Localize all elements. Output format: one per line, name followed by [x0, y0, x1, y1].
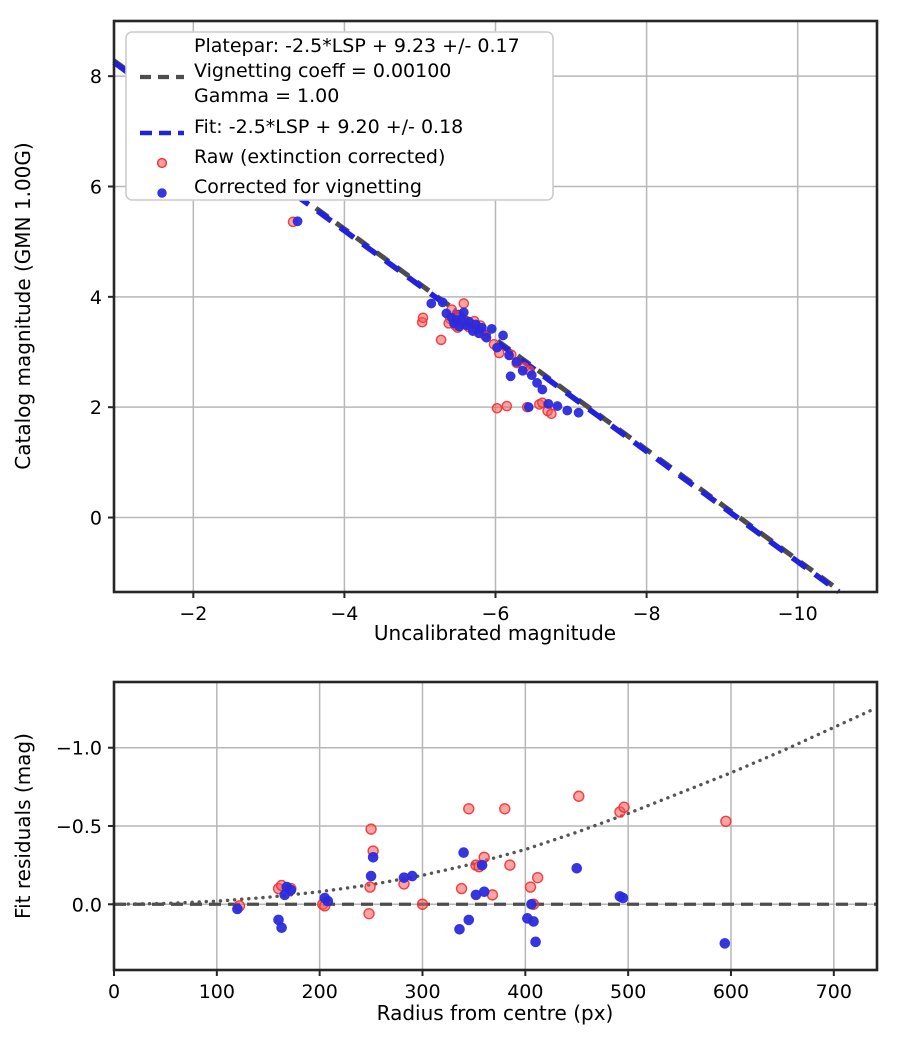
raw-data-point	[500, 804, 510, 814]
legend-label: Vignetting coeff = 0.00100	[194, 60, 451, 82]
raw-data-point	[457, 884, 467, 894]
corrected-data-point	[553, 401, 562, 410]
legend-handle-blue-dot-marker[interactable]	[158, 189, 167, 198]
legend-label: Corrected for vignetting	[194, 176, 422, 198]
raw-data-point	[437, 335, 446, 344]
tick-label-x: 600	[713, 981, 749, 1003]
corrected-data-point	[455, 924, 465, 934]
corrected-data-point	[464, 915, 474, 925]
corrected-data-point	[563, 406, 572, 415]
legend[interactable]: Platepar: -2.5*LSP + 9.23 +/- 0.17 Vignet…	[126, 32, 553, 200]
bottom-panel-fit-residuals: 0 100 200 300 400 500 600 700 0.0 −0.5 −1.0 Radius…	[11, 682, 877, 1025]
tick-label-x: 200	[302, 981, 338, 1003]
corrected-data-point	[477, 323, 486, 332]
tick-label-x: −2	[179, 603, 207, 625]
corrected-data-point	[427, 299, 436, 308]
legend-label: Raw (extinction corrected)	[194, 146, 445, 168]
corrected-data-point	[368, 852, 378, 862]
tick-label-y: 4	[90, 287, 102, 309]
tick-label-y: 2	[90, 397, 102, 419]
corrected-data-point	[531, 937, 541, 947]
tick-label-y: 0.0	[72, 894, 102, 916]
corrected-data-point	[323, 896, 333, 906]
raw-data-point	[619, 802, 629, 812]
raw-data-point	[365, 882, 375, 892]
corrected-data-point	[366, 871, 376, 881]
corrected-data-point	[527, 371, 536, 380]
raw-data-point	[492, 404, 501, 413]
corrected-data-point	[538, 385, 547, 394]
corrected-data-point	[487, 324, 496, 333]
photometry-calibration-figure: −2−4−6−8−1002468 Uncalibrated magnitude …	[0, 0, 900, 1050]
corrected-data-point	[518, 366, 527, 375]
top-panel-y-axis-title: Catalog magnitude (GMN 1.00G)	[11, 142, 35, 469]
raw-data-point	[533, 873, 543, 883]
raw-data-point	[459, 299, 468, 308]
tick-label-x: −8	[633, 603, 661, 625]
raw-data-point	[525, 882, 535, 892]
raw-data-point	[547, 409, 556, 418]
tick-label-x: 400	[507, 981, 543, 1003]
corrected-data-point	[529, 916, 539, 926]
corrected-data-point	[293, 217, 302, 226]
corrected-data-point	[477, 860, 487, 870]
corrected-data-point	[479, 887, 489, 897]
corrected-data-point	[544, 399, 553, 408]
legend-label: Fit: -2.5*LSP + 9.20 +/- 0.18	[194, 116, 463, 138]
corrected-data-point	[505, 351, 514, 360]
legend-label: Platepar: -2.5*LSP + 9.23 +/- 0.17	[194, 35, 520, 57]
legend-label: Gamma = 1.00	[194, 85, 339, 107]
corrected-data-point	[407, 871, 417, 881]
corrected-data-point	[277, 923, 287, 933]
tick-label-y: −0.5	[56, 816, 102, 838]
tick-label-x: 0	[108, 981, 120, 1003]
corrected-data-point	[438, 298, 447, 307]
tick-label-y: 8	[90, 66, 102, 88]
corrected-data-point	[512, 357, 521, 366]
corrected-data-point	[232, 904, 242, 914]
corrected-data-point	[526, 899, 536, 909]
corrected-data-point	[459, 308, 468, 317]
corrected-data-point	[524, 403, 533, 412]
corrected-data-point	[618, 893, 628, 903]
raw-data-point	[721, 816, 731, 826]
tick-label-x: 100	[199, 981, 235, 1003]
raw-data-point	[417, 899, 427, 909]
corrected-data-point	[720, 938, 730, 948]
raw-data-point	[464, 804, 474, 814]
tick-label-y: 0	[90, 508, 102, 530]
tick-label-x: 300	[404, 981, 440, 1003]
corrected-data-point	[572, 863, 582, 873]
bottom-panel-x-axis-title: Radius from centre (px)	[377, 1001, 614, 1025]
tick-label-y: −1.0	[56, 738, 102, 760]
raw-data-point	[418, 313, 427, 322]
corrected-data-point	[574, 408, 583, 417]
raw-data-point	[505, 860, 515, 870]
figure-canvas: −2−4−6−8−1002468 Uncalibrated magnitude …	[0, 0, 900, 1050]
tick-label-y: 6	[90, 177, 102, 199]
tick-label-x: −10	[778, 603, 818, 625]
tick-label-x: 700	[816, 981, 852, 1003]
tick-label-x: −4	[330, 603, 358, 625]
corrected-data-point	[492, 343, 501, 352]
corrected-data-point	[459, 848, 469, 858]
corrected-data-point	[506, 372, 515, 381]
red-dot-marker-icon	[158, 159, 167, 168]
legend-handle-red-dot-marker[interactable]	[158, 159, 167, 168]
corrected-data-point	[482, 333, 491, 342]
raw-data-point	[502, 401, 511, 410]
corrected-data-point	[498, 331, 507, 340]
top-panel-x-axis-title: Uncalibrated magnitude	[374, 621, 616, 645]
tick-label-x: 500	[610, 981, 646, 1003]
bottom-panel-y-axis-title: Fit residuals (mag)	[11, 733, 35, 919]
raw-data-point	[574, 791, 584, 801]
blue-dot-marker-icon	[158, 189, 167, 198]
raw-data-point	[366, 824, 376, 834]
raw-data-point	[364, 909, 374, 919]
corrected-data-point	[286, 885, 296, 895]
